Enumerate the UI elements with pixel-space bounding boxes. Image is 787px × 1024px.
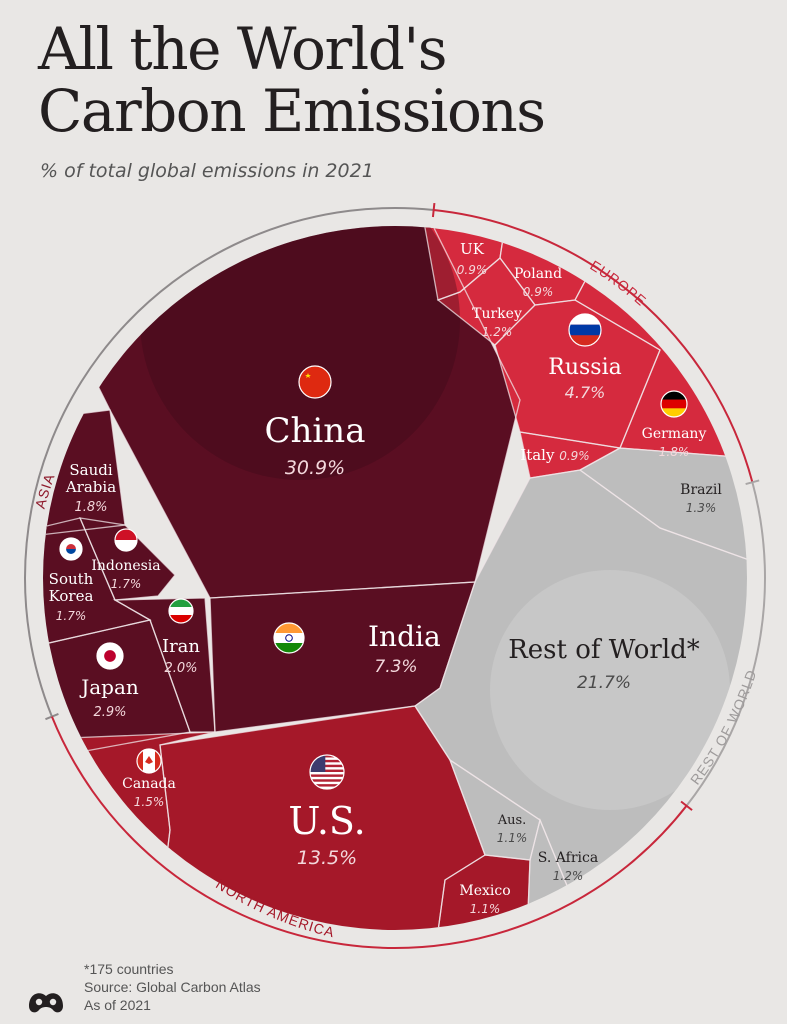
cell-brazil	[580, 448, 747, 562]
japan-flag-icon	[96, 642, 124, 670]
cell-value-india: 7.3%	[374, 657, 417, 677]
cell-value-u-s: 13.5%	[297, 847, 357, 869]
region-tick-asia	[45, 713, 59, 721]
title-line-2: Carbon Emissions	[38, 77, 546, 145]
source-note: Source: Global Carbon Atlas	[84, 979, 261, 995]
cell-label-brazil: Brazil	[680, 482, 722, 498]
region-arc-na	[51, 716, 688, 949]
indonesia-flag-icon	[114, 528, 138, 552]
germany-flag-icon	[660, 390, 688, 418]
cell-label-uk: UK	[460, 240, 485, 258]
cell-label-turkey: Turkey	[472, 306, 522, 322]
cell-border-germany	[574, 226, 747, 459]
cell-label-south-korea: South Korea	[49, 570, 94, 605]
cell-label-india: India	[368, 620, 441, 653]
title-line-1: All the World's	[38, 15, 448, 83]
cell-border-turkey	[436, 257, 536, 346]
region-tick-row	[745, 479, 760, 486]
cell-border-south-korea	[43, 517, 152, 646]
region-tick-europe	[431, 202, 436, 218]
region-tick-na	[680, 800, 693, 811]
footer: *175 countries Source: Global Carbon Atl…	[84, 960, 261, 1014]
cell-value-iran: 2.0%	[164, 661, 197, 676]
cell-value-germany: 1.8%	[659, 445, 690, 459]
cell-label-poland: Poland	[514, 266, 562, 282]
cell-label-canada: Canada	[122, 776, 176, 792]
canada-flag-icon	[136, 748, 162, 774]
cell-aus	[450, 760, 540, 860]
cell-value-china: 30.9%	[285, 457, 345, 479]
cell-uk	[420, 226, 508, 300]
cell-label-s-africa: S. Africa	[538, 850, 598, 866]
cell-india	[210, 582, 475, 732]
south-korea-flag-icon	[59, 537, 83, 561]
cell-border-s-africa	[524, 817, 611, 930]
region-arc-asia	[24, 207, 434, 717]
cell-label-italy: Italy 0.9%	[520, 446, 589, 464]
cell-value-brazil: 1.3%	[686, 501, 717, 515]
cell-value-south-korea: 1.7%	[56, 609, 87, 623]
row-texture	[490, 570, 730, 810]
cell-japan	[43, 620, 190, 752]
usa-flag-icon	[309, 754, 345, 790]
cell-label-u-s: U.S.	[288, 799, 365, 843]
cell-value-indonesia: 1.7%	[111, 577, 142, 591]
cell-label-iran: Iran	[162, 636, 200, 657]
cell-value-japan: 2.9%	[93, 705, 126, 720]
cell-indonesia	[80, 518, 175, 600]
chart-subtitle: % of total global emissions in 2021	[40, 160, 374, 182]
india-flag-icon	[273, 622, 305, 654]
cell-label-mexico: Mexico	[459, 883, 510, 899]
brand-logo-icon	[29, 993, 63, 1013]
cell-value-turkey: 1.2%	[482, 325, 513, 339]
cell-value-s-africa: 1.2%	[553, 869, 584, 883]
date-note: As of 2021	[84, 997, 151, 1013]
footnote: *175 countries	[84, 961, 174, 977]
cell-border-canada	[43, 731, 216, 930]
cell-iran	[115, 598, 215, 732]
cell-value-canada: 1.5%	[134, 795, 165, 809]
cell-value-mexico: 1.1%	[470, 902, 501, 916]
region-arc-europe	[433, 209, 754, 483]
cell-label-saudi-arabia: Saudi Arabia	[65, 461, 116, 496]
cell-label-russia: Russia	[548, 355, 621, 380]
cell-label-japan: Japan	[79, 675, 139, 699]
cell-turkey	[438, 258, 535, 345]
cell-label-germany: Germany	[642, 426, 707, 442]
cell-label-china: China	[265, 411, 366, 451]
cell-value-uk: 0.9%	[457, 263, 488, 277]
cell-value-rest-of-world: 21.7%	[577, 673, 631, 693]
iran-flag-icon	[168, 598, 194, 624]
cell-value-saudi-arabia: 1.8%	[74, 500, 107, 515]
russia-flag-icon	[568, 313, 602, 347]
cell-value-aus: 1.1%	[497, 831, 528, 845]
chart-title: All the World's Carbon Emissions	[38, 15, 546, 145]
cell-label-indonesia: Indonesia	[91, 558, 160, 574]
cell-value-poland: 0.9%	[523, 285, 554, 299]
cell-label-rest-of-world: Rest of World*	[508, 635, 700, 665]
cell-value-russia: 4.7%	[565, 383, 606, 402]
cell-russia	[495, 300, 660, 448]
cell-italy	[520, 432, 620, 478]
region-arc-row	[685, 481, 766, 807]
china-flag-icon	[298, 365, 332, 399]
cell-label-aus: Aus.	[497, 813, 527, 828]
